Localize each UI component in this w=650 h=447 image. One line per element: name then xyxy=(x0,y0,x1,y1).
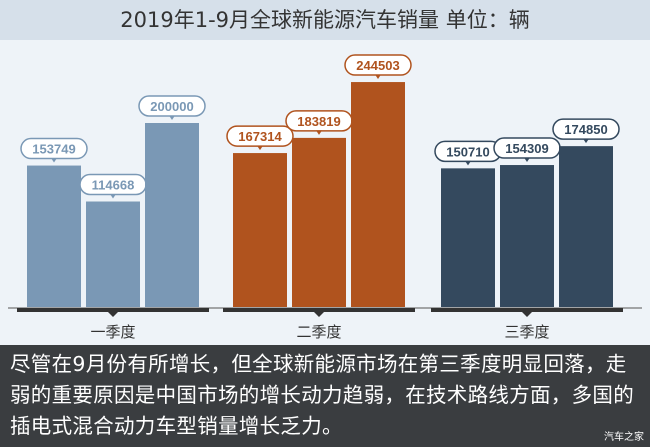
data-label-pointer xyxy=(583,138,589,144)
group-bracket xyxy=(431,308,623,312)
bar xyxy=(559,146,613,307)
watermark: 汽车之家 xyxy=(604,432,644,443)
data-label: 200000 xyxy=(150,99,193,114)
bar xyxy=(351,82,405,307)
data-label-pointer xyxy=(316,130,322,135)
caption: 尽管在9月份有所增长，但全球新能源市场在第三季度明显回落，走弱的重要原因是中国市… xyxy=(10,352,634,438)
data-label: 154309 xyxy=(505,141,548,156)
bar xyxy=(145,123,199,307)
group-pointer xyxy=(522,312,532,317)
data-label: 114668 xyxy=(92,178,135,193)
chart-title: 2019年1-9月全球新能源汽车销量 单位：辆 xyxy=(0,0,650,40)
bar xyxy=(500,165,554,307)
data-label: 244503 xyxy=(356,58,399,73)
data-label-pointer xyxy=(524,157,530,163)
data-label: 174850 xyxy=(564,122,607,137)
bar-chart: 153749 114668 200000 一季度 167314 183819 244503 二… xyxy=(8,54,642,341)
group-bracket xyxy=(17,308,209,312)
bar xyxy=(292,137,346,307)
caption-text: 尽管在9月份有所增长，但全球新能源市场在第三季度明显回落，走弱的重要原因是中国市… xyxy=(0,345,650,447)
category-label: 一季度 xyxy=(90,323,135,341)
group-pointer xyxy=(314,312,324,317)
data-label-pointer xyxy=(169,115,175,120)
bar xyxy=(86,201,140,307)
bar xyxy=(233,153,287,307)
group-bracket xyxy=(223,308,415,312)
data-label: 167314 xyxy=(238,129,282,144)
data-label-pointer xyxy=(110,194,116,199)
data-label-pointer xyxy=(465,160,471,166)
bar xyxy=(441,168,495,307)
data-label: 150710 xyxy=(446,144,489,159)
data-label: 183819 xyxy=(297,114,340,129)
data-label-pointer xyxy=(51,158,57,163)
category-label: 三季度 xyxy=(504,323,549,341)
data-label-pointer xyxy=(375,74,381,80)
data-label: 153749 xyxy=(32,142,75,157)
data-label-pointer xyxy=(257,145,263,151)
bar xyxy=(27,165,81,307)
group-pointer xyxy=(108,312,118,317)
category-label: 二季度 xyxy=(296,323,341,341)
